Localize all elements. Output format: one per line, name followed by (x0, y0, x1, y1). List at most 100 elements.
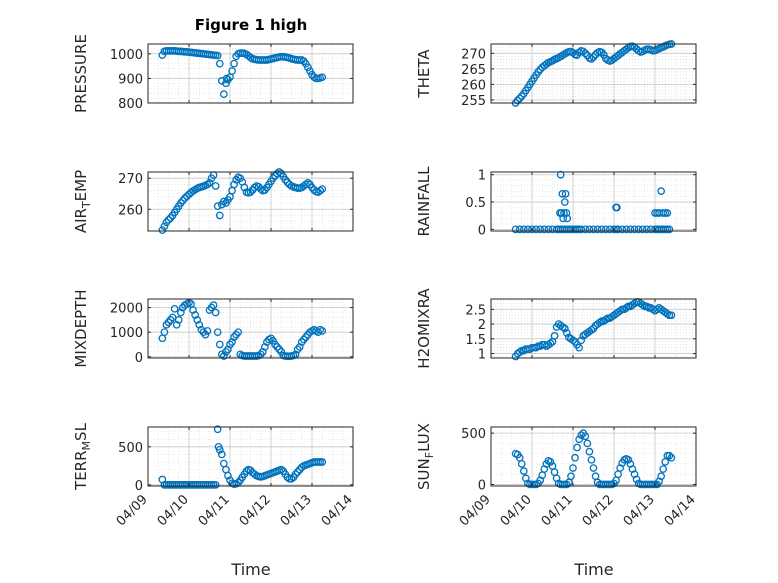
data-point (569, 336, 577, 345)
data-point (318, 458, 327, 466)
data-point (546, 339, 555, 348)
data-point (575, 343, 584, 352)
data-point (234, 328, 243, 337)
y-axis-label: PRESSURE (72, 34, 90, 113)
data-point (316, 186, 325, 195)
data-series (158, 47, 327, 99)
data-point (293, 468, 302, 476)
axes-box (490, 43, 697, 104)
data-point (593, 225, 602, 234)
y-axis-label: MIXDEPTH (72, 289, 90, 367)
data-point (513, 96, 522, 105)
y-axis-label: AIRTEMP (72, 170, 93, 233)
data-point (258, 348, 267, 356)
y-tick-label: 800 (118, 97, 143, 112)
data-point (561, 190, 570, 198)
data-point (577, 225, 586, 234)
y-tick-label: 0 (478, 478, 486, 493)
data-point (213, 202, 222, 211)
data-point (301, 180, 310, 189)
data-point (550, 332, 559, 340)
data-series (511, 170, 674, 234)
axes-box (147, 43, 354, 104)
data-point (236, 174, 245, 183)
data-point (205, 179, 214, 187)
data-point (246, 466, 255, 475)
data-point (532, 225, 540, 234)
data-point (667, 453, 676, 462)
subplot-5: 0 1000 2000 MIXDEPTH (72, 289, 354, 368)
data-point (291, 470, 300, 479)
data-point (193, 316, 202, 324)
data-point (546, 458, 555, 466)
data-point (240, 183, 249, 192)
data-point (318, 73, 327, 82)
y-tick-label: 255 (461, 94, 486, 109)
data-point (642, 225, 651, 234)
data-point (618, 225, 627, 234)
y-tick-label: 260 (461, 78, 486, 93)
data-point (663, 309, 672, 318)
data-point (573, 443, 581, 452)
data-point (517, 460, 526, 468)
data-point (558, 190, 567, 198)
data-series (158, 298, 327, 361)
data-point (203, 180, 212, 189)
data-point (306, 67, 314, 75)
data-point (528, 225, 536, 234)
data-point (215, 340, 224, 349)
data-point (569, 464, 577, 472)
y-tick-label: 1.5 (465, 333, 486, 348)
y-tick-label: 1000 (110, 48, 143, 63)
data-point (630, 225, 639, 234)
data-point (601, 225, 610, 234)
data-point (562, 209, 571, 217)
data-point (209, 301, 218, 309)
y-tick-label: 0 (135, 351, 143, 366)
data-point (634, 225, 643, 234)
data-point (277, 465, 286, 474)
data-point (215, 211, 224, 220)
data-point (246, 188, 255, 197)
data-point (269, 336, 277, 345)
y-tick-label: 0 (478, 223, 486, 238)
data-point (273, 169, 281, 178)
data-point (663, 209, 672, 217)
data-point (287, 474, 296, 483)
axes-box (147, 298, 354, 359)
data-point (318, 185, 327, 193)
y-tick-label: 500 (118, 441, 143, 456)
data-point (575, 435, 584, 444)
data-point (297, 463, 306, 472)
data-point (581, 49, 590, 58)
data-point (581, 225, 590, 234)
data-point (587, 326, 596, 334)
data-point (558, 323, 567, 331)
data-point (160, 328, 169, 337)
data-point (667, 311, 676, 320)
data-point (657, 187, 666, 195)
y-tick-label: 0.5 (465, 196, 486, 211)
data-point (304, 63, 312, 72)
data-point (211, 182, 220, 190)
plot-area (491, 172, 696, 231)
data-point (220, 197, 228, 206)
data-point (220, 90, 228, 99)
data-point (567, 472, 575, 481)
data-point (622, 225, 631, 234)
data-series (511, 429, 676, 489)
data-point (213, 425, 222, 434)
data-point (230, 59, 238, 68)
y-axis-label: SUNFLUX (415, 423, 436, 490)
data-point (562, 480, 571, 489)
data-point (213, 51, 222, 60)
data-point (579, 47, 588, 56)
data-point (228, 67, 236, 75)
data-point (587, 455, 596, 464)
data-point (616, 306, 625, 315)
data-point (638, 301, 647, 309)
data-point (304, 179, 312, 187)
y-tick-label: 270 (461, 47, 486, 62)
data-point (224, 471, 232, 480)
